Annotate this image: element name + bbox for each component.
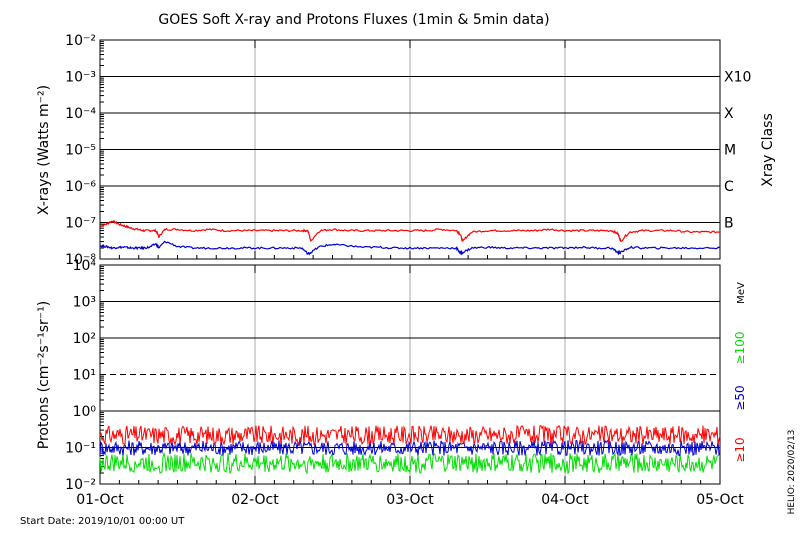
proton-series-100mev xyxy=(99,451,721,475)
x-tick-label: 04-Oct xyxy=(541,492,589,508)
xray-class-label: X10 xyxy=(724,70,751,86)
proton-legend-100: ≥100 xyxy=(733,332,747,365)
proton-series-10mev xyxy=(99,424,721,446)
xray-class-label: M xyxy=(724,143,736,159)
xray-y-tick-label: 10⁻⁴ xyxy=(65,106,96,122)
xray-y-tick-label: 10⁻⁸ xyxy=(65,252,96,268)
xray-class-label: X xyxy=(724,106,734,122)
proton-y-tick-label: 10⁻² xyxy=(65,477,96,493)
xray-long-series xyxy=(99,220,721,243)
xray-class-label: C xyxy=(724,179,734,195)
x-tick-label: 05-Oct xyxy=(696,492,744,508)
proton-y-tick-label: 10² xyxy=(73,331,96,347)
xray-y-tick-label: 10⁻⁶ xyxy=(65,179,96,195)
xray-short-series xyxy=(99,240,721,256)
x-tick-label: 02-Oct xyxy=(231,492,279,508)
proton-y-tick-label: 10³ xyxy=(73,295,96,311)
x-tick-label: 01-Oct xyxy=(76,492,124,508)
xray-y-tick-label: 10⁻³ xyxy=(65,70,96,86)
proton-legend-10: ≥10 xyxy=(733,437,747,462)
xray-y-tick-label: 10⁻² xyxy=(65,33,96,49)
proton-y-tick-label: 10⁻¹ xyxy=(65,441,96,457)
xray-y-axis-label: X-rays (Watts m⁻²) xyxy=(36,85,52,215)
proton-legend-50: ≥50 xyxy=(733,385,747,410)
proton-unit-label: MeV xyxy=(736,282,747,304)
proton-y-tick-label: 10¹ xyxy=(73,368,96,384)
xray-y-tick-label: 10⁻⁷ xyxy=(65,216,96,232)
xray-y-tick-label: 10⁻⁵ xyxy=(65,143,96,159)
x-tick-label: 03-Oct xyxy=(386,492,434,508)
proton-y-axis-label: Protons (cm⁻²s⁻¹sr⁻¹) xyxy=(36,301,52,450)
helio-date-label: HELIO: 2020/02/13 xyxy=(787,430,797,515)
chart-title: GOES Soft X-ray and Protons Fluxes (1min… xyxy=(158,12,549,28)
start-date-label: Start Date: 2019/10/01 00:00 UT xyxy=(20,516,185,527)
xray-class-label: B xyxy=(724,216,734,232)
xray-class-axis-label: Xray Class xyxy=(760,113,776,187)
proton-series-50mev xyxy=(99,439,721,457)
proton-y-tick-label: 10⁰ xyxy=(73,404,97,420)
proton-y-tick-label: 10⁴ xyxy=(73,258,97,274)
